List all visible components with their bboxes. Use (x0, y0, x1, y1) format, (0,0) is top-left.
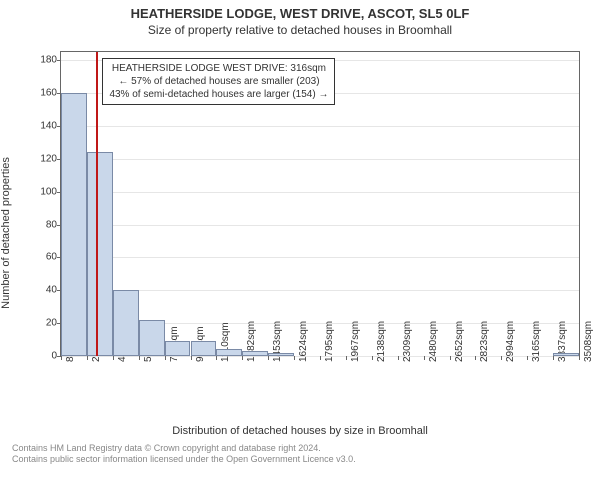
gridline (61, 159, 579, 160)
histogram-bar (216, 349, 242, 356)
x-tick-mark (165, 356, 166, 360)
x-tick-mark (294, 356, 295, 360)
x-tick-label: 2138sqm (376, 321, 387, 362)
x-tick-mark (242, 356, 243, 360)
x-tick-mark (346, 356, 347, 360)
x-tick-mark (268, 356, 269, 360)
x-tick-label: 3508sqm (583, 321, 594, 362)
x-tick-mark (191, 356, 192, 360)
footer-line-2: Contains public sector information licen… (12, 454, 588, 465)
gridline (61, 225, 579, 226)
x-tick-label: 2480sqm (428, 321, 439, 362)
y-tick-label: 100 (40, 186, 61, 197)
x-tick-mark (320, 356, 321, 360)
y-axis-label: Number of detached properties (0, 157, 12, 309)
x-tick-mark (501, 356, 502, 360)
histogram-bar (242, 351, 268, 356)
x-tick-mark (527, 356, 528, 360)
histogram-bar (165, 341, 191, 356)
x-tick-label: 1795sqm (324, 321, 335, 362)
gridline (61, 290, 579, 291)
x-tick-mark (372, 356, 373, 360)
x-tick-label: 2652sqm (454, 321, 465, 362)
footer: Contains HM Land Registry data © Crown c… (12, 443, 588, 466)
x-tick-label: 1624sqm (298, 321, 309, 362)
x-tick-mark (553, 356, 554, 360)
histogram-bar (113, 290, 139, 356)
x-tick-mark (450, 356, 451, 360)
x-axis-label: Distribution of detached houses by size … (0, 425, 600, 437)
y-tick-label: 40 (46, 285, 61, 296)
y-tick-label: 60 (46, 252, 61, 263)
histogram-bar (61, 93, 87, 356)
y-tick-label: 140 (40, 120, 61, 131)
x-tick-mark (475, 356, 476, 360)
histogram-bar (553, 353, 579, 356)
y-tick-label: 160 (40, 88, 61, 99)
x-tick-mark (424, 356, 425, 360)
histogram-bar (268, 353, 294, 356)
y-tick-label: 180 (40, 55, 61, 66)
info-line-3: 43% of semi-detached houses are larger (… (109, 88, 328, 101)
x-tick-mark (113, 356, 114, 360)
gridline (61, 257, 579, 258)
x-tick-label: 2823sqm (479, 321, 490, 362)
x-tick-label: 1967sqm (350, 321, 361, 362)
page-subtitle: Size of property relative to detached ho… (0, 23, 600, 37)
y-tick-label: 20 (46, 318, 61, 329)
property-marker-line (96, 52, 98, 356)
x-tick-mark (61, 356, 62, 360)
plot-area: HEATHERSIDE LODGE WEST DRIVE: 316sqm ← 5… (60, 51, 580, 357)
gridline (61, 126, 579, 127)
page-title: HEATHERSIDE LODGE, WEST DRIVE, ASCOT, SL… (0, 6, 600, 21)
info-line-1: HEATHERSIDE LODGE WEST DRIVE: 316sqm (109, 62, 328, 75)
gridline (61, 192, 579, 193)
x-tick-mark (139, 356, 140, 360)
x-tick-label: 2994sqm (505, 321, 516, 362)
x-tick-label: 1110sqm (220, 322, 231, 362)
y-tick-label: 80 (46, 219, 61, 230)
info-box: HEATHERSIDE LODGE WEST DRIVE: 316sqm ← 5… (102, 58, 335, 105)
x-tick-mark (398, 356, 399, 360)
info-line-2: ← 57% of detached houses are smaller (20… (109, 75, 328, 88)
y-tick-label: 120 (40, 153, 61, 164)
histogram-bar (87, 152, 113, 356)
x-tick-label: 2309sqm (402, 321, 413, 362)
footer-line-1: Contains HM Land Registry data © Crown c… (12, 443, 588, 454)
histogram-bar (191, 341, 217, 356)
x-tick-mark (87, 356, 88, 360)
x-tick-mark (579, 356, 580, 360)
x-tick-mark (216, 356, 217, 360)
histogram-bar (139, 320, 165, 356)
chart-area: Number of detached properties HEATHERSID… (12, 43, 588, 423)
x-tick-label: 3165sqm (531, 321, 542, 362)
y-tick-label: 0 (51, 351, 61, 362)
